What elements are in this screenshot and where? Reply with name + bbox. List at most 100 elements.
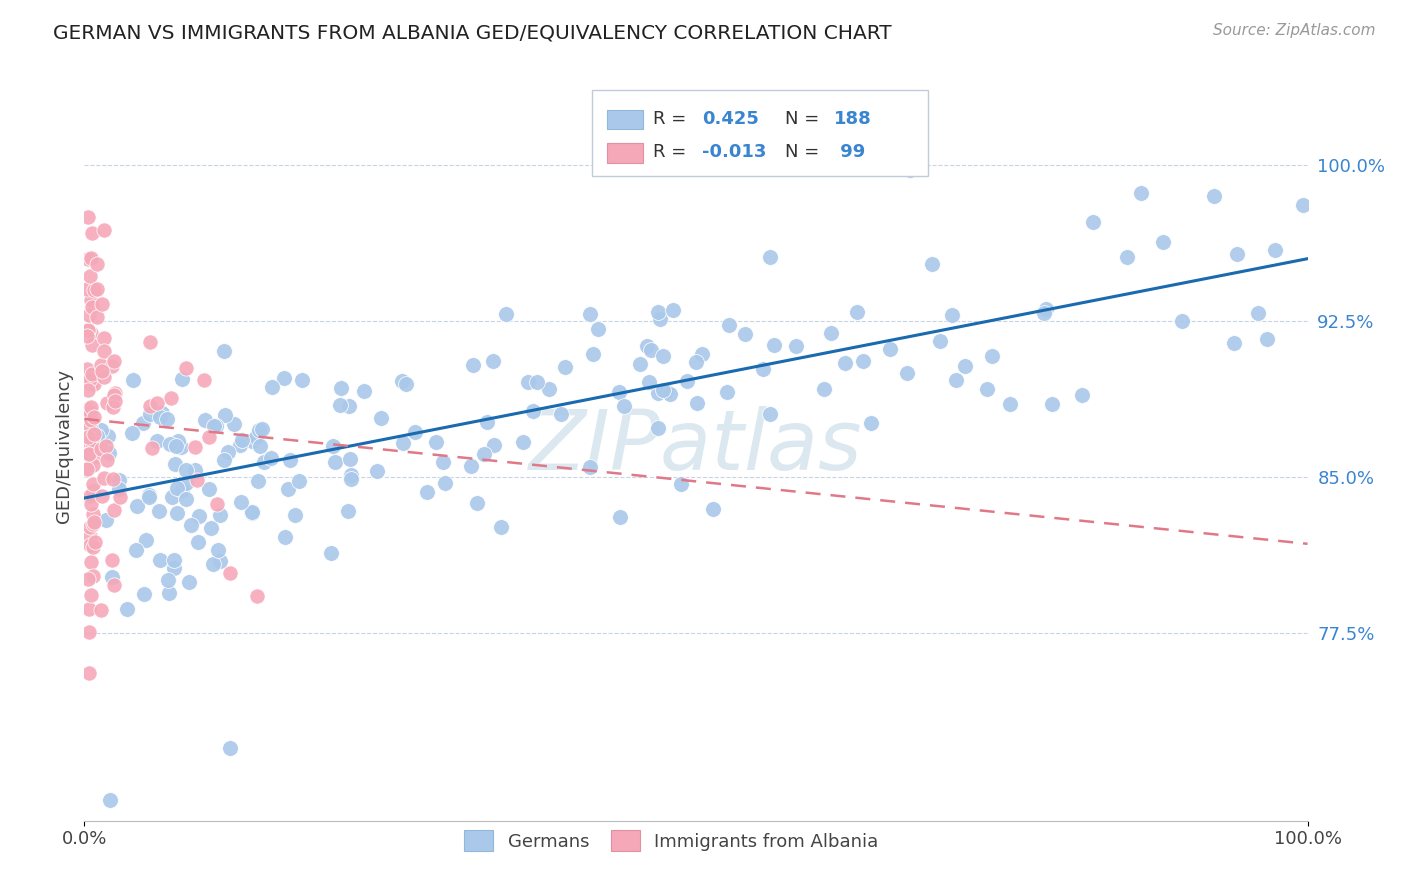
Point bbox=[337, 400, 360, 414]
Point bbox=[391, 374, 413, 388]
Point bbox=[489, 520, 512, 534]
Point bbox=[79, 555, 101, 569]
Y-axis label: GED/Equivalency: GED/Equivalency bbox=[55, 369, 73, 523]
Point bbox=[609, 510, 631, 524]
Text: 99: 99 bbox=[834, 144, 866, 161]
Point bbox=[79, 419, 101, 434]
Point bbox=[82, 540, 104, 554]
Point bbox=[148, 504, 170, 518]
Point bbox=[250, 422, 273, 436]
Point bbox=[184, 440, 207, 454]
Point bbox=[77, 666, 100, 681]
Point bbox=[526, 375, 548, 389]
Text: GERMAN VS IMMIGRANTS FROM ALBANIA GED/EQUIVALENCY CORRELATION CHART: GERMAN VS IMMIGRANTS FROM ALBANIA GED/EQ… bbox=[53, 23, 891, 42]
Point bbox=[465, 496, 488, 510]
Point bbox=[77, 447, 100, 461]
Point bbox=[125, 500, 148, 514]
Point bbox=[86, 310, 108, 324]
Point bbox=[103, 400, 125, 414]
Point bbox=[690, 347, 713, 361]
Point bbox=[82, 569, 104, 583]
Point bbox=[648, 311, 671, 326]
Point bbox=[472, 447, 495, 461]
Point bbox=[83, 377, 105, 392]
Point bbox=[183, 463, 205, 477]
Point bbox=[76, 447, 98, 461]
Point bbox=[582, 347, 605, 361]
Point bbox=[83, 515, 105, 529]
Point bbox=[654, 384, 676, 398]
Point bbox=[146, 396, 169, 410]
Point bbox=[193, 373, 215, 387]
Point bbox=[981, 349, 1004, 363]
Point bbox=[1035, 302, 1057, 317]
Point bbox=[125, 543, 148, 558]
Point bbox=[652, 349, 675, 363]
Point bbox=[138, 334, 160, 349]
Point bbox=[76, 282, 98, 296]
Point bbox=[79, 413, 101, 427]
Text: R =: R = bbox=[654, 110, 692, 128]
Point bbox=[163, 560, 186, 574]
Point bbox=[288, 474, 311, 488]
Point bbox=[813, 382, 835, 396]
Point bbox=[103, 502, 125, 516]
Point bbox=[955, 359, 977, 373]
Point bbox=[79, 371, 101, 385]
Point bbox=[90, 423, 112, 437]
Point bbox=[90, 603, 112, 617]
Point bbox=[463, 358, 485, 372]
Point bbox=[785, 339, 807, 353]
Point bbox=[652, 383, 675, 397]
Point bbox=[117, 602, 139, 616]
Point bbox=[247, 475, 270, 489]
Point bbox=[1171, 314, 1194, 328]
Point bbox=[79, 537, 101, 551]
Point bbox=[97, 429, 120, 443]
Point bbox=[495, 307, 517, 321]
Point bbox=[166, 481, 188, 495]
Point bbox=[101, 553, 124, 567]
Point bbox=[91, 364, 114, 378]
Point bbox=[702, 502, 724, 516]
Point bbox=[82, 300, 104, 314]
Point bbox=[176, 361, 198, 376]
Point bbox=[86, 257, 108, 271]
Point bbox=[512, 435, 534, 450]
Point bbox=[176, 492, 198, 507]
Point bbox=[80, 441, 103, 455]
Point bbox=[404, 425, 426, 439]
Point bbox=[554, 360, 576, 375]
Point bbox=[323, 455, 346, 469]
Point bbox=[79, 529, 101, 543]
Text: N =: N = bbox=[786, 144, 825, 161]
Point bbox=[149, 409, 172, 424]
Point bbox=[188, 509, 211, 524]
Point bbox=[139, 400, 162, 414]
Point bbox=[752, 362, 775, 376]
Point bbox=[898, 162, 921, 177]
Point bbox=[586, 322, 609, 336]
Point bbox=[208, 508, 231, 523]
Point bbox=[172, 372, 194, 386]
Point bbox=[998, 397, 1021, 411]
Point bbox=[139, 407, 162, 421]
Point bbox=[163, 553, 186, 567]
Point bbox=[273, 370, 295, 384]
Point bbox=[484, 438, 506, 452]
Point bbox=[146, 434, 169, 449]
Point bbox=[366, 464, 388, 478]
Point bbox=[86, 429, 108, 443]
Point bbox=[260, 379, 283, 393]
Point bbox=[186, 473, 208, 487]
Point bbox=[209, 554, 232, 568]
Point bbox=[284, 508, 307, 522]
Point bbox=[201, 557, 224, 571]
Point bbox=[240, 434, 263, 449]
Point bbox=[717, 318, 740, 332]
Point bbox=[658, 387, 681, 401]
Point bbox=[200, 521, 222, 535]
Point bbox=[79, 308, 101, 322]
Point bbox=[82, 476, 104, 491]
Point bbox=[82, 458, 104, 473]
